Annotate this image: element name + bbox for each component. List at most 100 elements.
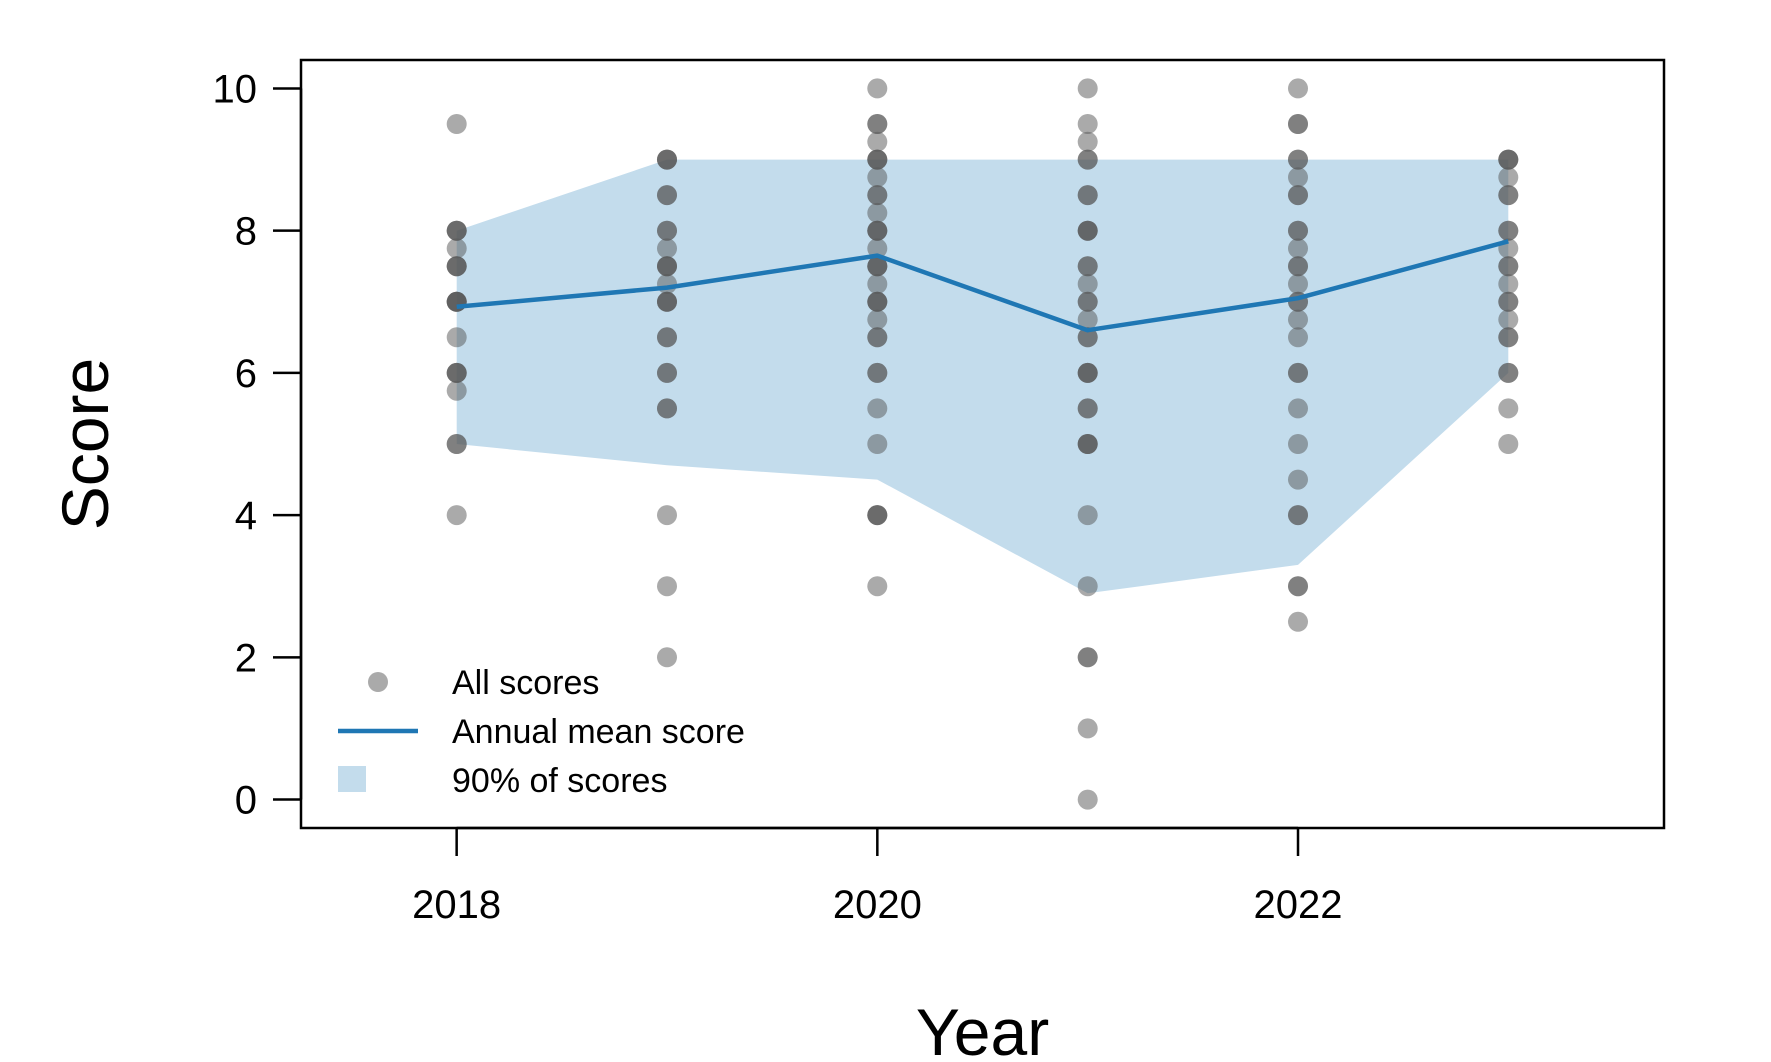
score-point [867,114,888,134]
score-point [867,362,888,383]
score-point [1498,398,1519,419]
score-point [1498,327,1519,348]
score-point [446,327,467,348]
score-point [867,309,888,330]
score-point [1077,327,1098,348]
score-point [1288,149,1308,170]
score-point [1498,291,1519,312]
score-point [867,220,888,241]
score-point [657,398,677,419]
score-point [1288,505,1308,526]
score-point [1077,434,1098,454]
score-point [1077,505,1098,526]
score-point [867,238,888,259]
legend-point-symbol [368,672,388,692]
score-point [1498,362,1519,383]
score-point [867,78,888,99]
legend-label-90-percent-of-scores: 90% of scores [452,762,667,800]
line-layer [456,239,1509,333]
score-point [1498,149,1519,170]
score-point [1288,576,1308,597]
axes-layer: 0 2 4 6 8 10 2018 2020 2022 [213,67,1343,927]
score-point [1498,274,1519,294]
score-point [1077,256,1098,277]
score-point [657,576,677,597]
score-point [1077,789,1098,810]
score-point [657,256,677,277]
score-point [1498,185,1519,206]
score-point [867,131,888,152]
score-point [867,576,888,597]
y-tick-label: 10 [213,67,258,111]
y-tick-label: 8 [235,210,257,254]
score-point [1077,131,1098,152]
score-point [867,291,888,312]
score-point [1288,274,1308,294]
score-point [1288,611,1308,632]
score-point [867,167,888,188]
score-point [1077,398,1098,419]
score-point [1288,434,1308,454]
score-point [1077,274,1098,294]
score-point [1077,114,1098,134]
score-point [1288,327,1308,348]
score-point [446,291,467,312]
score-point [1288,398,1308,419]
legend: All scores Annual mean score 90% of scor… [338,664,745,800]
band-layer [456,159,1509,594]
band-90-percent [456,159,1509,594]
score-point [657,238,677,259]
score-point [1288,220,1308,241]
score-point [1288,114,1308,134]
score-point [1077,576,1098,597]
score-point [657,291,677,312]
score-point [1288,362,1308,383]
score-point [657,327,677,348]
mean-line [456,239,1509,333]
score-point [657,505,677,526]
score-point [867,327,888,348]
score-point [1288,309,1308,330]
score-point [446,256,467,277]
score-point [867,434,888,454]
score-point [1077,185,1098,206]
score-point [1077,647,1098,668]
score-point [1077,149,1098,170]
score-point [1288,469,1308,490]
score-point [1498,256,1519,277]
score-point [657,647,677,668]
score-point [446,505,467,526]
score-point [446,114,467,134]
y-tick-label: 4 [235,494,257,538]
score-point [1288,185,1308,206]
y-tick-label: 2 [235,636,257,680]
points-layer [446,78,1519,810]
score-point [446,380,467,401]
score-point [867,398,888,419]
score-point [867,202,888,223]
x-axis-title: Year [916,995,1049,1062]
x-tick-label: 2022 [1254,883,1343,927]
score-point [657,362,677,383]
score-point [1077,362,1098,383]
score-point [1288,256,1308,277]
score-point [446,238,467,259]
score-point [1077,718,1098,739]
legend-band-symbol [338,766,366,792]
score-point [1498,220,1519,241]
score-point [867,256,888,277]
y-axis-title: Score [48,358,122,530]
y-tick-label: 0 [235,779,257,823]
score-point [657,274,677,294]
score-point [867,274,888,294]
score-point [657,149,677,170]
score-point [1077,78,1098,99]
score-point [446,362,467,383]
score-point [1498,309,1519,330]
score-point [1288,78,1308,99]
y-tick-label: 6 [235,352,257,396]
legend-label-all-scores: All scores [452,664,599,702]
score-point [1498,167,1519,188]
score-point [446,434,467,454]
